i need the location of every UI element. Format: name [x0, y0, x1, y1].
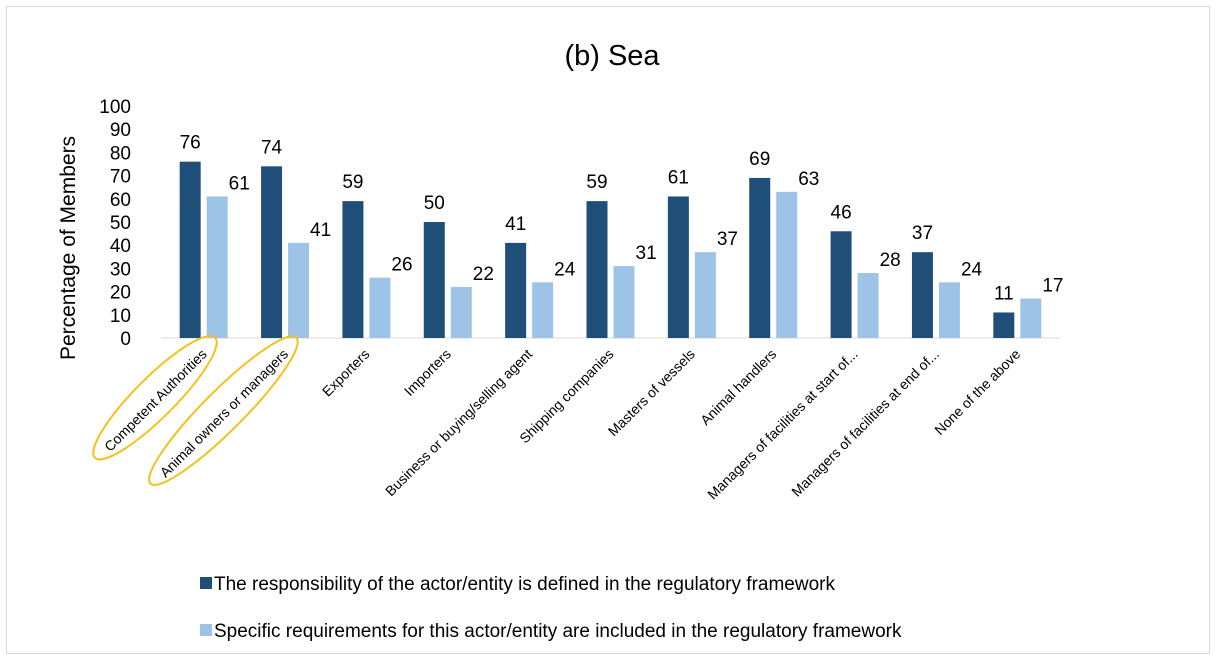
bar-series-2-9	[938, 282, 960, 338]
bar-series-2-5	[613, 266, 635, 338]
x-tick-label: Managers of facilities at end of...	[788, 346, 942, 500]
y-tick-label: 40	[110, 236, 131, 257]
data-label-series-1: 59	[342, 172, 363, 193]
data-label-series-2: 28	[880, 250, 901, 271]
bar-series-2-1	[288, 242, 310, 338]
data-label-series-1: 50	[424, 193, 445, 214]
bar-series-1-3	[423, 222, 445, 338]
data-label-series-1: 74	[261, 137, 283, 158]
data-label-series-2: 22	[473, 264, 494, 285]
bar-series-1-8	[830, 231, 852, 338]
bar-series-1-10	[993, 312, 1015, 338]
legend-label-series-1: The responsibility of the actor/entity i…	[214, 574, 835, 595]
x-tick-label: Business or buying/selling agent	[382, 346, 535, 499]
legend: The responsibility of the actor/entity i…	[200, 574, 902, 642]
x-tick-label: Importers	[401, 346, 454, 399]
bar-series-2-6	[694, 252, 716, 338]
bar-series-2-7	[776, 191, 798, 338]
bar-series-1-9	[911, 252, 933, 338]
bar-series-2-8	[857, 273, 879, 338]
data-label-series-2: 63	[798, 169, 819, 190]
x-tick-label: Animal handlers	[697, 346, 779, 428]
y-axis-label: Percentage of Members	[57, 136, 80, 360]
chart-title: (b) Sea	[564, 40, 660, 72]
data-label-series-2: 24	[554, 259, 576, 280]
y-tick-label: 10	[110, 306, 131, 327]
data-label-series-1: 41	[505, 214, 526, 235]
bar-series-2-0	[206, 196, 228, 338]
y-tick-label: 80	[110, 143, 131, 164]
y-tick-label: 0	[120, 329, 131, 350]
data-label-series-1: 69	[749, 149, 770, 170]
bar-series-2-10	[1020, 298, 1042, 338]
y-tick-label: 50	[110, 213, 131, 234]
y-tick-label: 70	[110, 167, 131, 188]
data-label-series-1: 76	[180, 133, 201, 154]
x-tick-label: Animal owners or managers	[157, 346, 292, 481]
x-tick-label: Managers of facilities at start of...	[704, 346, 861, 503]
data-label-series-1: 11	[994, 283, 1014, 304]
bar-series-2-4	[532, 282, 554, 338]
data-label-series-2: 31	[636, 243, 657, 264]
data-label-series-1: 37	[912, 223, 933, 244]
legend-swatch-series-2	[200, 624, 212, 636]
y-tick-label: 100	[99, 97, 131, 118]
data-label-series-2: 26	[391, 255, 412, 276]
x-tick-label: Exporters	[319, 346, 373, 400]
legend-label-series-2: Specific requirements for this actor/ent…	[214, 621, 902, 642]
bar-series-1-7	[749, 177, 771, 338]
highlight-ellipse	[148, 335, 299, 486]
bar-series-1-1	[261, 166, 283, 338]
data-label-series-1: 46	[831, 202, 852, 223]
data-label-series-1: 61	[668, 167, 689, 188]
data-label-series-2: 61	[229, 173, 250, 194]
data-label-series-2: 37	[717, 229, 738, 250]
highlight-ellipse	[92, 335, 218, 461]
bar-series-1-6	[667, 196, 689, 338]
y-tick-label: 20	[110, 283, 131, 304]
y-tick-label: 90	[110, 120, 131, 141]
bar-series-1-0	[179, 161, 201, 338]
x-tick-label: Masters of vessels	[605, 346, 698, 439]
data-label-series-2: 24	[961, 259, 983, 280]
bar-series-1-4	[505, 242, 527, 338]
bar-series-1-2	[342, 201, 364, 338]
bar-series-2-3	[450, 286, 472, 338]
bar-group	[179, 161, 1042, 338]
data-labels: 76 61 74 41 59 26 50 22 41 24 59 31 61 37 69 63 46 28 37 24…	[180, 133, 1064, 305]
data-label-series-1: 59	[586, 172, 607, 193]
y-tick-label: 30	[110, 259, 131, 280]
highlight-ellipses	[92, 335, 299, 486]
bar-series-1-5	[586, 201, 608, 338]
data-label-series-2: 41	[310, 220, 331, 241]
y-tick-label: 60	[110, 190, 131, 211]
bar-series-2-2	[369, 277, 391, 338]
legend-swatch-series-1	[200, 577, 212, 589]
data-label-series-2: 17	[1042, 276, 1063, 297]
x-tick-label: None of the above	[931, 346, 1023, 438]
